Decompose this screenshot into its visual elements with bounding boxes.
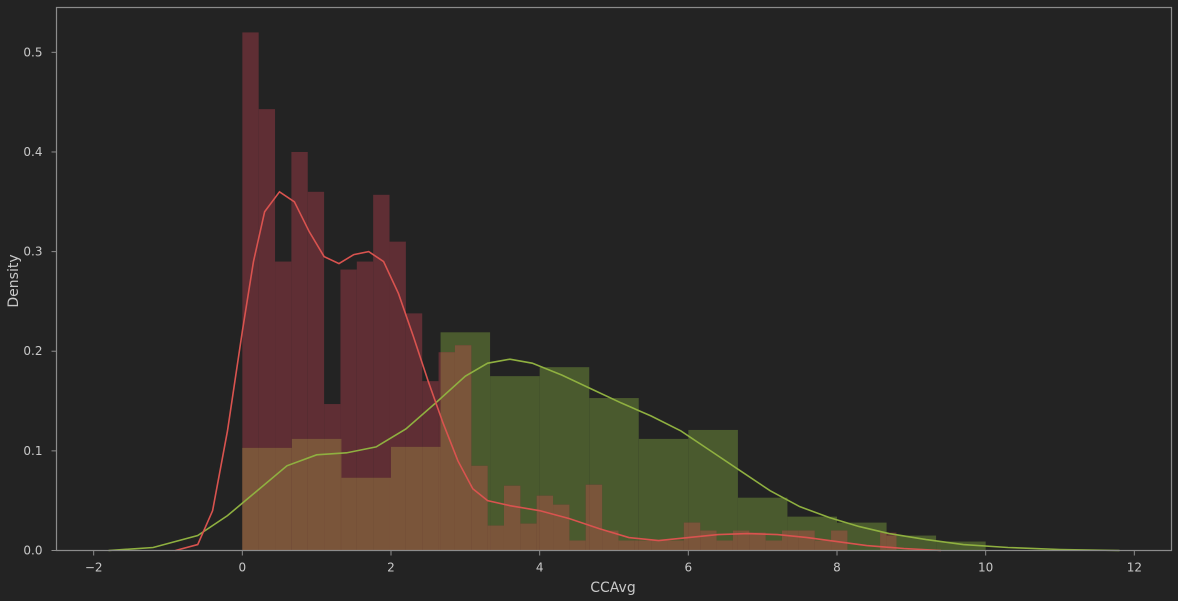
x-tick-label: 8 [833, 561, 841, 575]
overlap-bar [602, 530, 619, 551]
overlap-bar [765, 540, 782, 551]
y-axis: 0.0 0.1 0.2 0.3 0.4 0.5 [23, 45, 57, 558]
y-tick-label: 0.2 [23, 344, 42, 358]
red-bar [373, 194, 390, 551]
overlap-bar [324, 438, 341, 551]
overlap-bar [781, 530, 788, 551]
red-bar [242, 32, 259, 551]
x-axis: −2 0 2 4 6 8 10 12 [85, 550, 1142, 575]
x-tick-label: 6 [685, 561, 693, 575]
overlap-bar [798, 530, 815, 551]
overlap-bar [389, 477, 391, 551]
kde-curves [108, 190, 1120, 552]
overlap-bar [700, 530, 717, 551]
overlap-bar [667, 540, 684, 551]
x-tick-label: 0 [239, 561, 247, 575]
overlap-bar [341, 477, 357, 551]
green-bar [638, 438, 689, 551]
overlap-bar [373, 477, 390, 551]
overlap-bar [539, 495, 554, 551]
x-tick-label: 12 [1127, 561, 1142, 575]
overlap-histogram [242, 345, 897, 551]
overlap-bar [438, 446, 441, 551]
overlap-bar [683, 522, 689, 551]
x-axis-label: CCAvg [590, 580, 635, 596]
overlap-bar [732, 530, 738, 551]
overlap-bar [503, 485, 521, 551]
overlap-bar [454, 345, 472, 551]
y-axis-label: Density [6, 254, 22, 307]
overlap-bar [307, 438, 325, 551]
overlap-bar [258, 447, 276, 551]
x-tick-label: 2 [387, 561, 395, 575]
y-tick-label: 0.5 [23, 45, 42, 59]
green-bar [936, 541, 986, 551]
x-tick-label: 10 [978, 561, 993, 575]
overlap-bar [737, 530, 750, 551]
overlap-bar [638, 540, 652, 551]
plot-frame [55, 6, 1173, 552]
overlap-bar [391, 446, 406, 551]
overlap-bar [275, 447, 292, 551]
green-kde-line [108, 358, 1120, 552]
overlap-bar [405, 446, 423, 551]
overlap-bar [440, 352, 455, 551]
overlap-bar [880, 532, 887, 551]
y-tick-label: 0.4 [23, 145, 42, 159]
overlap-bar [340, 438, 342, 551]
overlap-bar [585, 484, 590, 551]
overlap-bar [536, 495, 540, 551]
overlap-bar [716, 540, 733, 551]
overlap-bar [749, 532, 766, 551]
overlap-bar [471, 465, 488, 551]
overlap-bar [242, 447, 259, 551]
overlap-bar [487, 525, 491, 551]
overlap-bar [356, 477, 374, 551]
red-kde-line [175, 190, 942, 552]
overlap-bar [422, 446, 439, 551]
overlap-bar [837, 530, 848, 551]
overlap-bar [291, 447, 292, 551]
overlap-bar [490, 525, 504, 551]
y-tick-label: 0.1 [23, 444, 42, 458]
overlap-bar [520, 523, 537, 551]
overlap-bar [651, 540, 668, 551]
overlap-bar [814, 540, 832, 551]
overlap-bar [618, 540, 635, 551]
overlap-bar [569, 540, 586, 551]
overlap-bar [787, 530, 799, 551]
y-tick-label: 0.3 [23, 245, 42, 259]
x-tick-label: −2 [85, 561, 103, 575]
overlap-bar [291, 438, 308, 551]
x-tick-label: 4 [536, 561, 544, 575]
overlap-bar [553, 504, 570, 551]
y-tick-label: 0.0 [23, 544, 42, 558]
overlap-bar [589, 484, 603, 551]
overlap-bar [634, 540, 639, 551]
overlap-bar [886, 535, 897, 551]
